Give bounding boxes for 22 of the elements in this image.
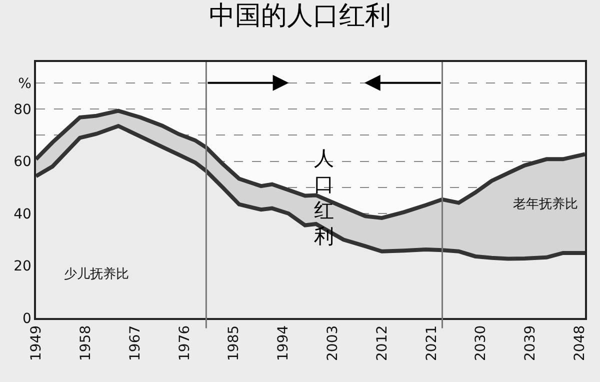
annotation: 人口红利 [314,146,334,248]
x-tick-label: 2039 [522,325,539,361]
series-label: 老年抚养比 [513,196,578,212]
x-tick-label: 1949 [28,325,45,361]
x-tick-label: 2030 [473,325,490,361]
y-tick-label: 0 [22,310,32,327]
y-tick-label: 20 [14,258,32,275]
y-tick-label: 80 [14,102,32,118]
x-tick-label: 1958 [78,325,94,361]
x-tick-label: 2012 [374,325,390,361]
series-label: 少儿抚养比 [64,266,129,282]
y-tick-label: 60 [14,154,32,170]
x-tick-label: 1976 [176,325,193,361]
x-tick-label: 2048 [572,325,588,361]
y-tick-label: 40 [14,206,32,222]
x-tick-label: 1967 [127,325,144,361]
y-tick-label: % [18,76,32,92]
chart-title: 中国的人口红利 [209,0,391,31]
x-tick-label: 1994 [276,325,292,361]
x-tick-label: 1985 [226,325,242,361]
x-tick-label: 2003 [325,325,342,361]
x-tick-label: 2021 [424,325,440,361]
